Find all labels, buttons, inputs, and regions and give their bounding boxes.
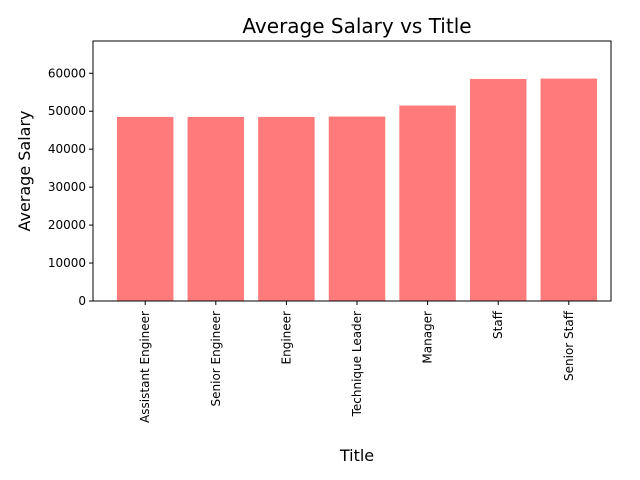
y-axis: 0 10000 20000 30000 40000 50000 60000: [48, 66, 93, 308]
y-tick-label-2: 20000: [48, 218, 86, 232]
x-axis: Assistant Engineer Senior Engineer Enginee…: [138, 301, 576, 423]
x-axis-label: Title: [339, 446, 374, 465]
x-tick-label-6: Senior Staff: [562, 310, 576, 381]
plot-area: [116, 78, 598, 302]
bar-3: [328, 116, 386, 302]
y-tick-label-4: 40000: [48, 142, 86, 156]
y-tick-label-0: 0: [78, 294, 86, 308]
bar-4: [399, 105, 456, 302]
x-tick-label-3: Technique Leader: [350, 311, 364, 417]
y-tick-label-1: 10000: [48, 256, 86, 270]
y-axis-label: Average Salary: [15, 110, 34, 231]
x-tick-label-1: Senior Engineer: [209, 311, 223, 407]
x-tick-label-2: Engineer: [279, 311, 293, 365]
y-tick-label-6: 60000: [48, 66, 86, 80]
x-tick-label-5: Staff: [491, 310, 505, 339]
bar-1: [187, 116, 245, 301]
plot-frame: [92, 40, 612, 302]
bar-2: [258, 116, 315, 301]
x-tick-label-0: Assistant Engineer: [138, 311, 152, 423]
y-tick-label-3: 30000: [48, 180, 86, 194]
chart-title: Average Salary vs Title: [242, 14, 471, 38]
y-tick-label-5: 50000: [48, 104, 86, 118]
x-tick-label-4: Manager: [421, 311, 435, 364]
bar-0: [116, 116, 174, 301]
bar-5: [469, 78, 527, 301]
bar-6: [540, 78, 598, 301]
